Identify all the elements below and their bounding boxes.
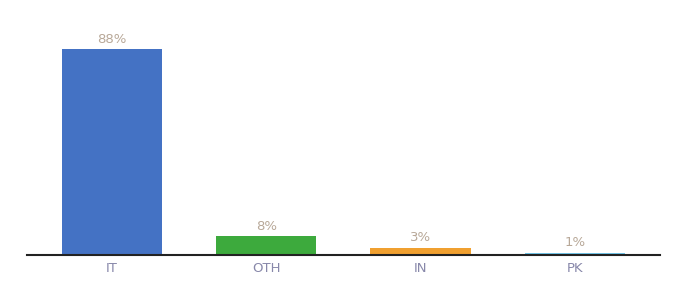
Bar <box>62 49 162 255</box>
Bar <box>216 236 316 255</box>
Bar <box>525 253 625 255</box>
Text: 3%: 3% <box>410 232 431 244</box>
Text: 88%: 88% <box>97 33 126 46</box>
Text: 1%: 1% <box>564 236 585 249</box>
Text: 8%: 8% <box>256 220 277 233</box>
Bar <box>371 248 471 255</box>
